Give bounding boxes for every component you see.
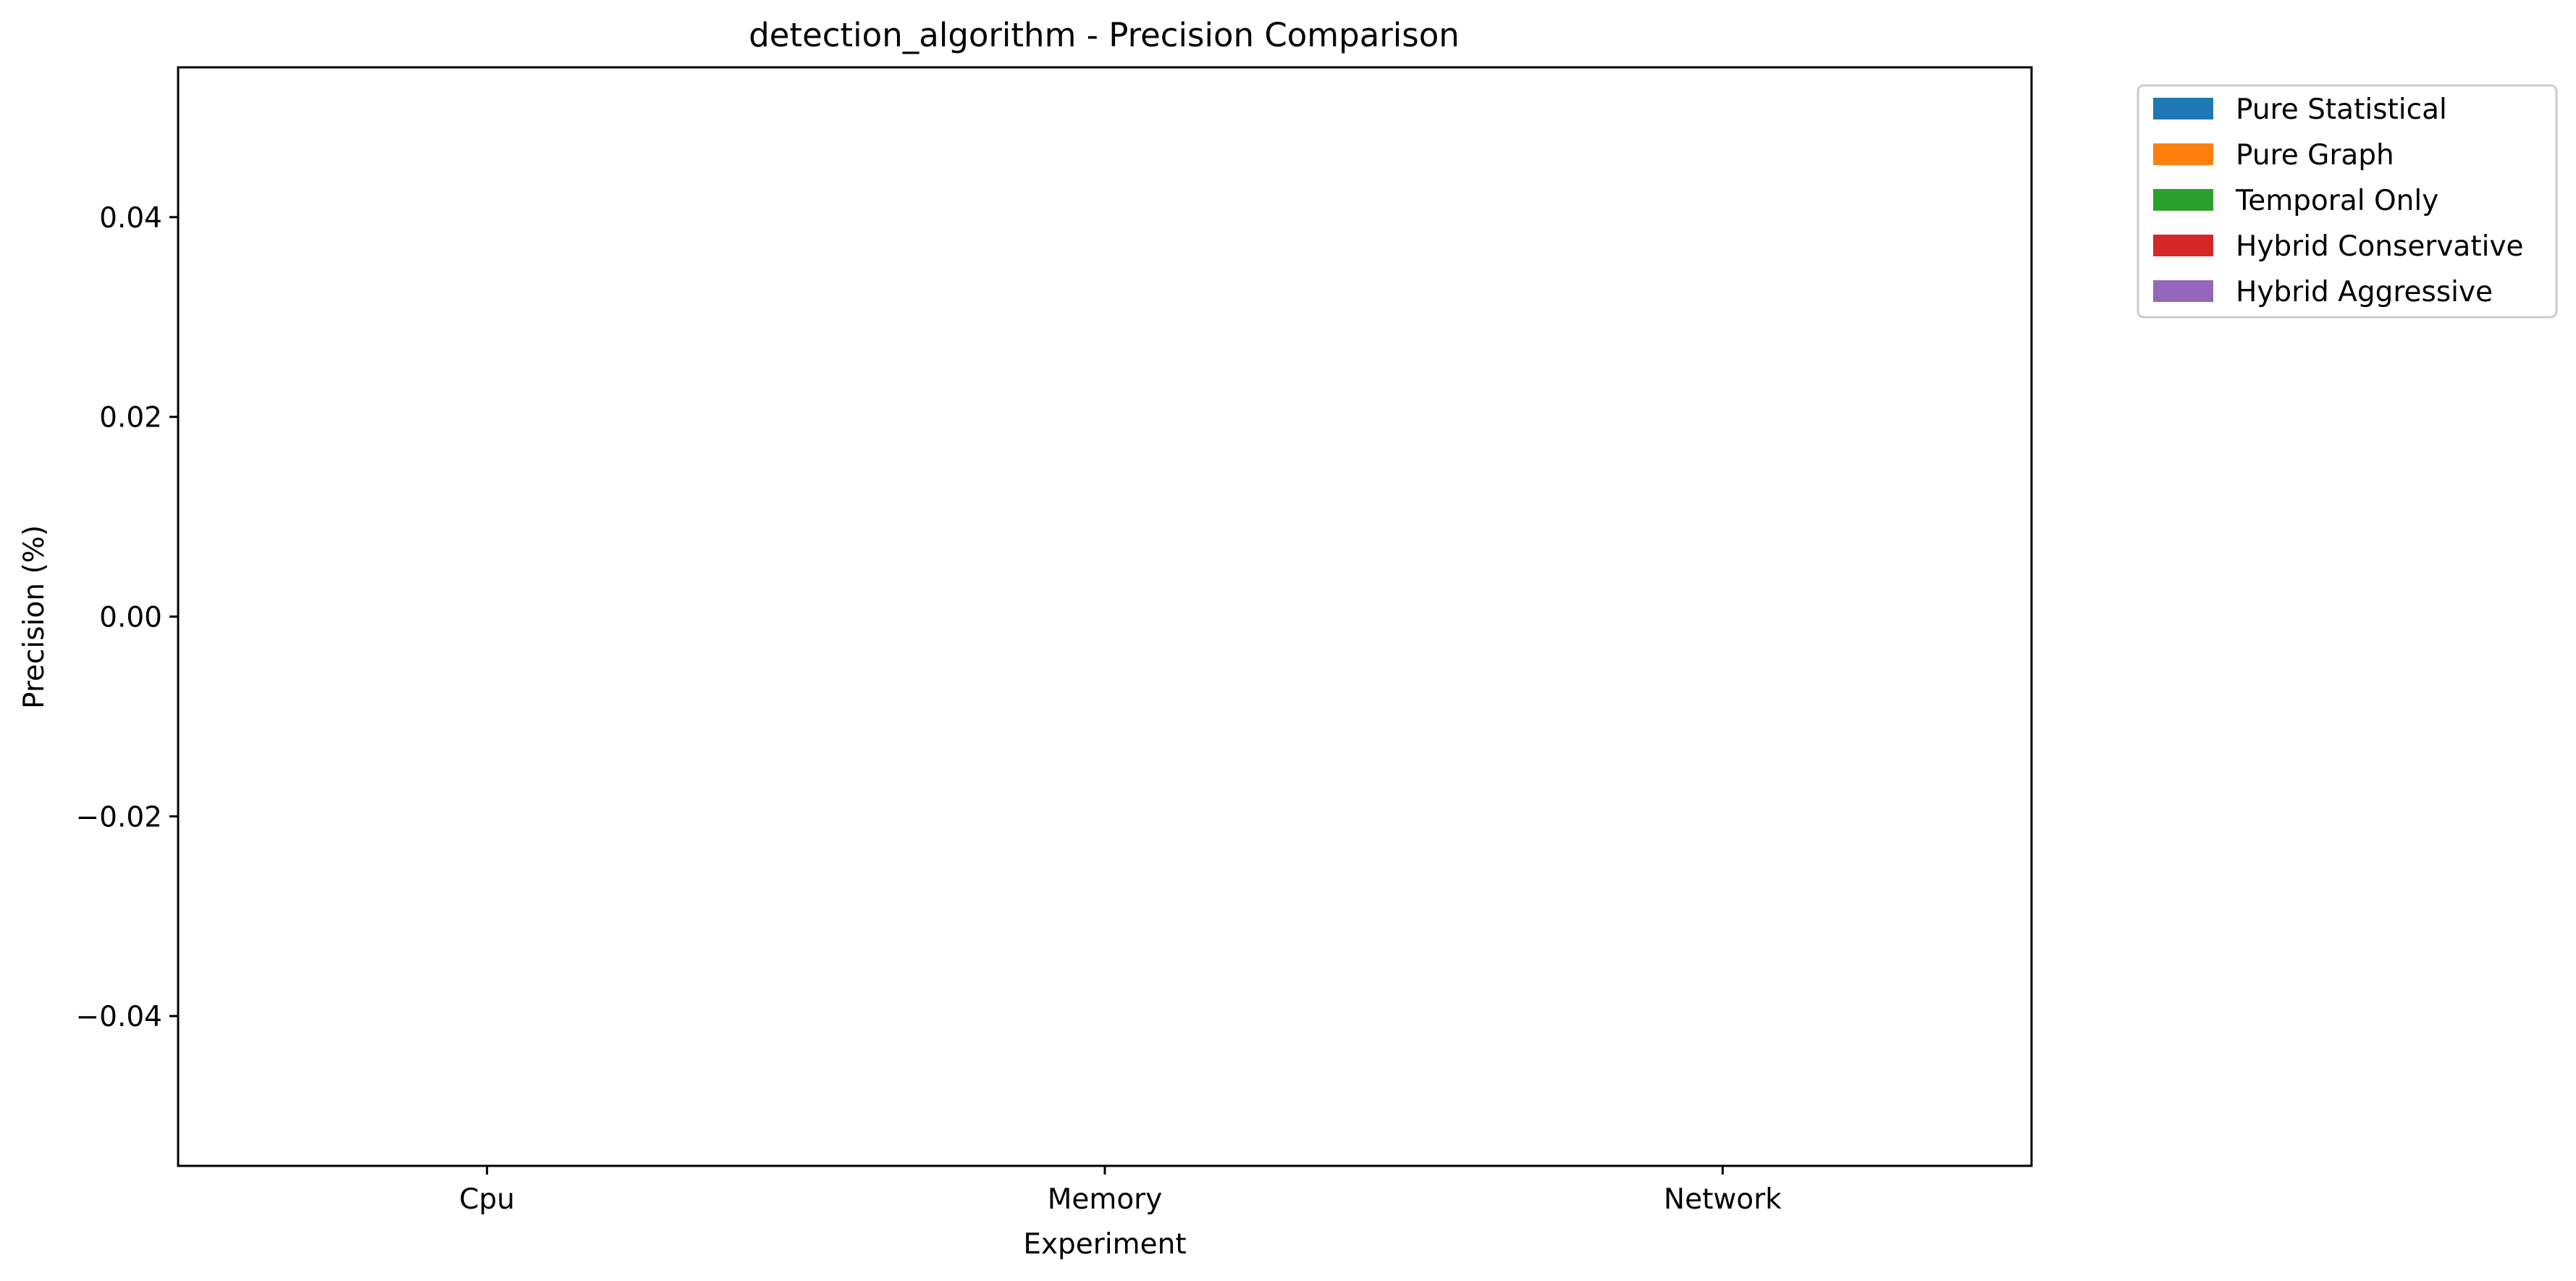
- legend-label: Hybrid Conservative: [2236, 230, 2524, 263]
- x-tick-label: Cpu: [459, 1183, 515, 1216]
- y-axis: −0.04 −0.02 0.00 0.02 0.04: [75, 202, 178, 1033]
- x-tick-label: Memory: [1048, 1183, 1163, 1216]
- chart-title: detection_algorithm - Precision Comparis…: [749, 16, 1460, 54]
- legend-swatch: [2153, 280, 2213, 302]
- y-axis-label: Precision (%): [18, 525, 51, 709]
- plot-area-frame: [177, 66, 2033, 1167]
- legend-label: Pure Graph: [2236, 139, 2394, 172]
- legend-swatch: [2153, 235, 2213, 256]
- legend-label: Hybrid Aggressive: [2236, 276, 2493, 308]
- x-axis-label: Experiment: [1023, 1228, 1186, 1261]
- x-tick-label: Network: [1664, 1183, 1782, 1216]
- y-tick-label: 0.00: [99, 602, 162, 634]
- legend: Pure Statistical Pure Graph Temporal Only H…: [2137, 84, 2558, 319]
- legend-label: Temporal Only: [2235, 185, 2438, 217]
- x-axis: Cpu Memory Network: [459, 1166, 1782, 1216]
- y-tick-label: 0.04: [99, 202, 162, 235]
- y-tick-label: −0.04: [75, 1001, 162, 1033]
- legend-swatch: [2153, 143, 2213, 165]
- y-tick-label: 0.02: [99, 402, 162, 434]
- legend-swatch: [2153, 98, 2213, 119]
- legend-swatch: [2153, 189, 2213, 211]
- legend-label: Pure Statistical: [2236, 93, 2447, 126]
- y-tick-label: −0.02: [75, 801, 162, 833]
- legend-frame: [2137, 84, 2558, 319]
